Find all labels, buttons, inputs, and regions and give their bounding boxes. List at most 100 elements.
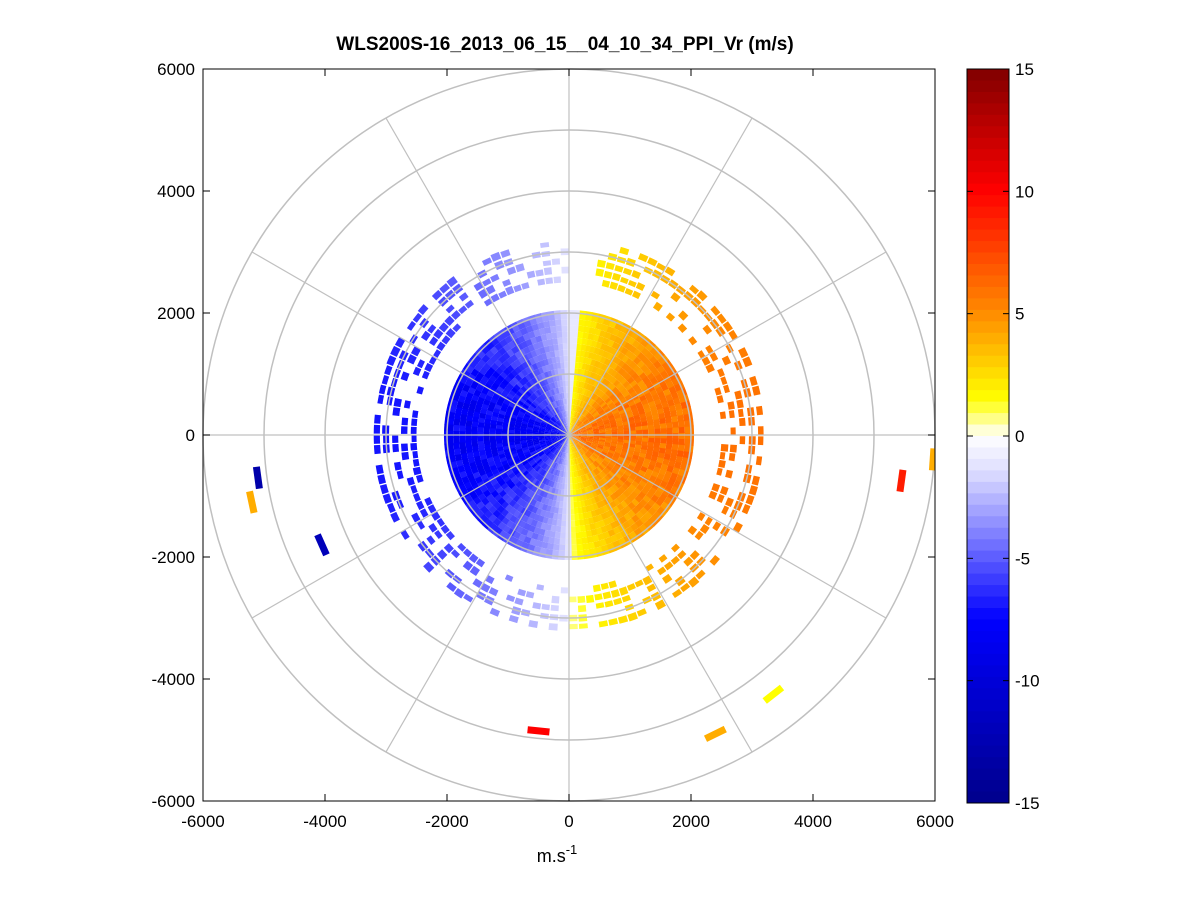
range-gate-cell [614, 481, 622, 489]
range-gate-cell [446, 276, 458, 288]
range-gate-cell [684, 438, 691, 446]
range-gate-cell [598, 409, 605, 415]
range-gate-cell [416, 520, 426, 530]
range-gate-cell [580, 428, 587, 432]
range-gate-cell [570, 416, 573, 424]
range-gate-cell [556, 519, 563, 527]
colorbar-segment [967, 504, 1009, 517]
colorbar-segment [967, 126, 1009, 139]
range-gate-cell [503, 386, 512, 394]
range-gate-cell [542, 516, 549, 524]
range-gate-cell [676, 375, 683, 384]
range-gate-cell [585, 383, 591, 391]
range-gate-cell [670, 472, 679, 481]
range-gate-cell [497, 497, 506, 506]
range-gate-cell [606, 325, 615, 334]
far-return-mark [762, 684, 785, 704]
range-gate-cell [535, 520, 543, 529]
range-gate-cell [520, 442, 528, 447]
range-gate-cell [587, 377, 593, 385]
range-gate-cell [384, 365, 393, 376]
range-gate-cell [574, 355, 581, 363]
range-gate-cell [550, 436, 557, 439]
range-gate-cell [529, 448, 536, 454]
range-gate-cell [591, 443, 598, 447]
range-gate-cell [641, 487, 650, 496]
range-gate-cell [564, 374, 569, 381]
range-gate-cell [538, 360, 546, 368]
range-gate-cell [587, 406, 594, 412]
range-gate-cell [551, 454, 557, 461]
range-gate-cell [444, 315, 455, 326]
range-gate-cell [587, 535, 595, 544]
range-gate-cell [508, 499, 517, 508]
range-gate-cell [520, 547, 528, 553]
range-gate-cell [550, 388, 556, 396]
range-gate-cell [550, 332, 558, 339]
range-gate-cell [525, 411, 532, 417]
range-gate-cell [677, 323, 688, 333]
range-gate-cell [465, 441, 473, 449]
range-gate-cell [575, 435, 582, 437]
range-gate-cell [520, 435, 527, 439]
range-gate-cell [459, 431, 466, 438]
range-gate-cell [390, 345, 401, 357]
colorbar-tick-label: -10 [1015, 672, 1040, 691]
range-gate-cell [508, 614, 519, 624]
x-axis-label: m.s-1 [537, 842, 578, 866]
range-gate-cell [522, 403, 530, 410]
range-gate-cell [623, 458, 631, 465]
range-gate-cell [598, 440, 605, 444]
range-gate-cell [570, 386, 574, 393]
range-gate-cell [572, 325, 579, 332]
range-gate-cell [570, 440, 572, 448]
range-gate-cell [570, 507, 575, 515]
range-gate-cell [574, 437, 581, 441]
range-gate-cell [580, 468, 586, 476]
range-gate-cell [576, 476, 581, 484]
range-gate-cell [601, 279, 611, 288]
range-gate-cell [689, 284, 700, 295]
range-gate-cell [434, 530, 443, 540]
range-gate-cell [647, 419, 654, 426]
range-gate-cell [535, 465, 542, 472]
range-gate-cell [522, 446, 529, 452]
range-gate-cell [606, 495, 614, 503]
range-gate-cell [501, 378, 510, 387]
range-gate-cell [451, 386, 457, 394]
range-gate-cell [566, 459, 569, 466]
range-gate-cell [658, 412, 666, 420]
range-gate-cell [554, 442, 561, 448]
range-gate-cell [557, 444, 563, 451]
range-gate-cell [416, 474, 424, 483]
range-gate-cell [588, 448, 595, 454]
range-gate-cell [570, 495, 575, 503]
range-gate-cell [588, 491, 595, 499]
range-gate-cell [653, 418, 660, 425]
range-gate-cell [525, 398, 533, 406]
range-gate-cell [545, 440, 552, 444]
range-gate-cell [681, 387, 688, 396]
range-gate-cell [619, 246, 630, 256]
range-gate-cell [665, 416, 672, 424]
range-gate-cell [550, 435, 557, 438]
range-gate-cell [742, 356, 753, 368]
range-gate-cell [410, 426, 417, 434]
range-gate-cell [553, 415, 558, 422]
range-gate-cell [620, 387, 628, 395]
range-gate-cell [396, 470, 404, 480]
range-gate-cell [533, 313, 542, 318]
range-gate-cell [561, 392, 565, 399]
colorbar-segment [967, 309, 1009, 322]
range-gate-cell [574, 452, 578, 459]
range-gate-cell [719, 486, 729, 496]
range-gate-cell [564, 477, 568, 484]
range-gate-cell [603, 420, 611, 425]
range-gate-cell [561, 424, 566, 431]
range-gate-cell [525, 464, 532, 471]
range-gate-cell [623, 497, 632, 506]
range-gate-cell [593, 328, 602, 336]
range-gate-cell [560, 439, 565, 444]
colorbar-segment [967, 332, 1009, 345]
range-gate-cell [573, 438, 579, 444]
